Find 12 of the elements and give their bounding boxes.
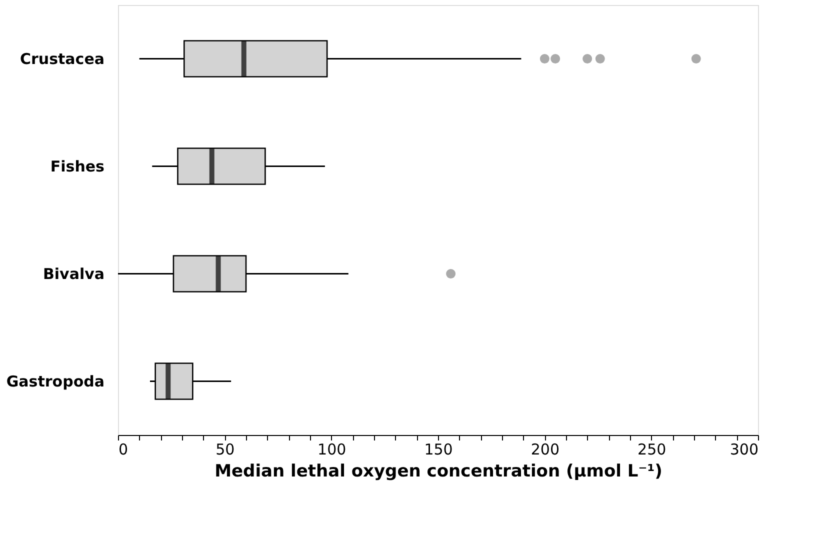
y-tick-label: Bivalva — [42, 264, 104, 283]
x-tick-label: 300 — [730, 440, 758, 458]
y-tick-label: Crustacea — [20, 50, 104, 68]
x-tick-label: 150 — [424, 440, 453, 458]
x-tick-label: 200 — [530, 440, 560, 458]
y-tick-label: Fishes — [50, 157, 105, 176]
x-axis-title: Median lethal oxygen concentration (µmol L⁻¹) — [214, 462, 662, 482]
y-tick-label: Gastropoda — [6, 372, 104, 390]
x-tick-label: 250 — [638, 440, 666, 458]
x-tick-label: 0 — [118, 440, 128, 458]
x-tick-label: 50 — [216, 440, 235, 458]
x-tick-label: 100 — [318, 440, 346, 458]
